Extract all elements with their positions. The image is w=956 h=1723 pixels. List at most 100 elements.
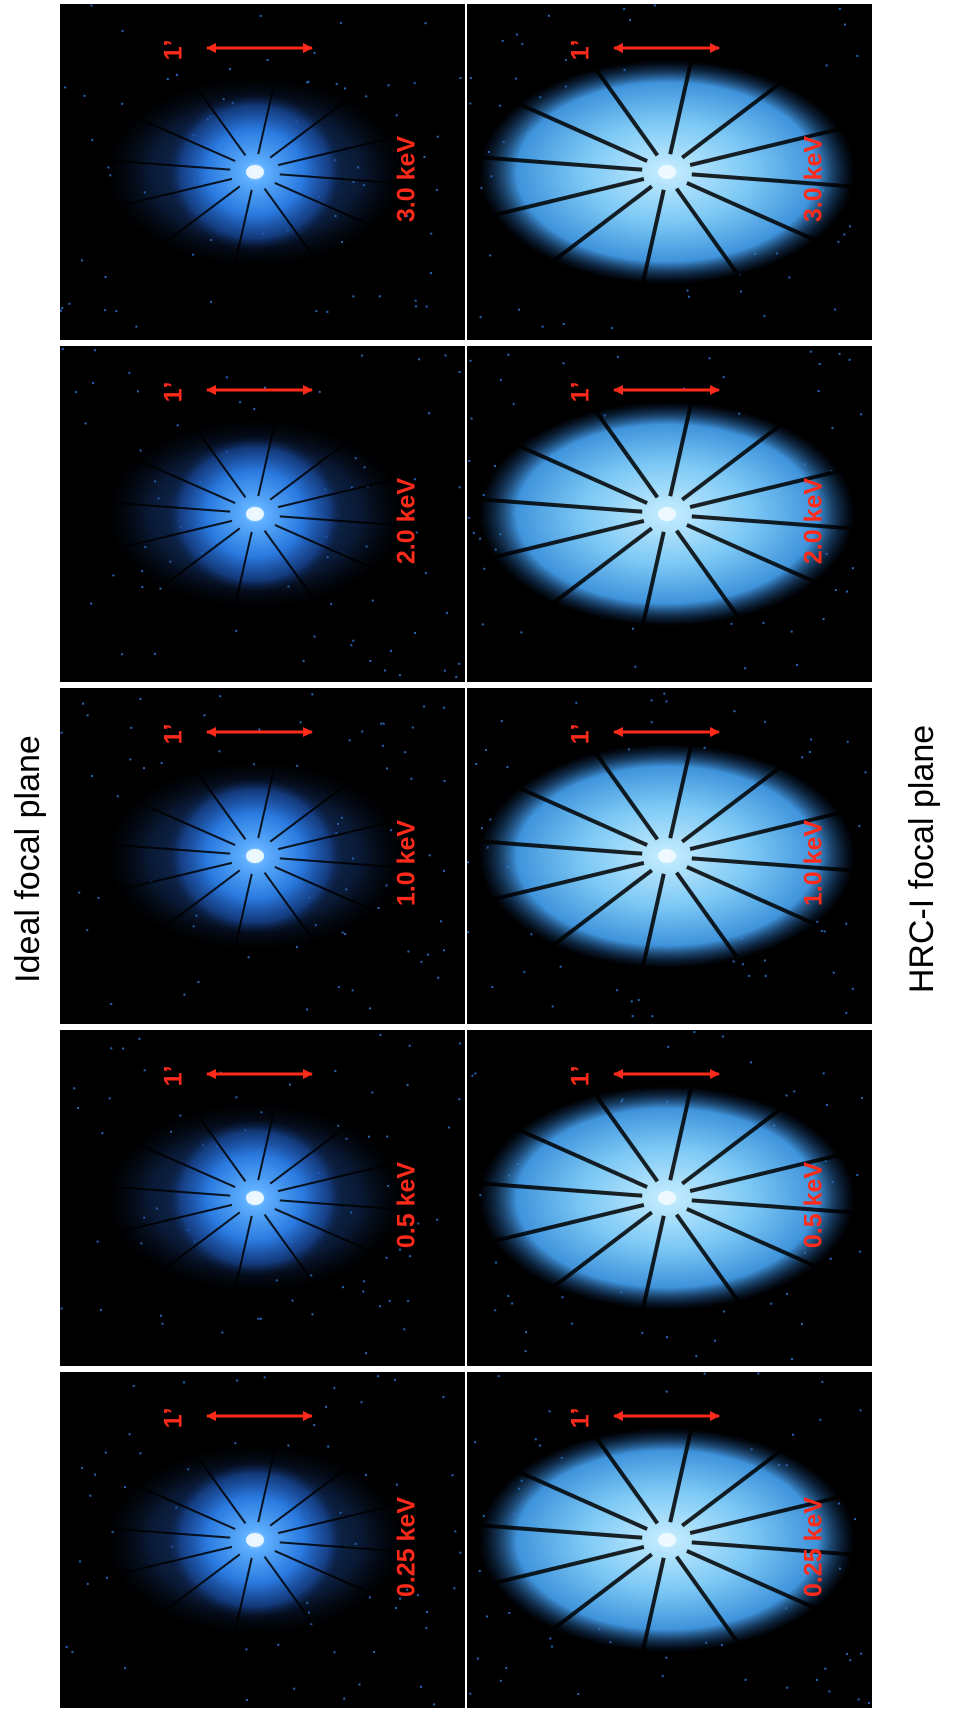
- photon: [105, 276, 107, 278]
- photon: [474, 1073, 476, 1075]
- photon: [257, 1318, 259, 1320]
- photon: [516, 34, 518, 36]
- scale-label: 1’: [160, 1066, 188, 1087]
- photon: [60, 310, 62, 312]
- photon: [693, 1031, 695, 1033]
- photon: [264, 387, 266, 389]
- psf-center: [658, 1191, 676, 1205]
- photon: [742, 963, 744, 965]
- photon: [87, 1583, 89, 1585]
- photon: [452, 1474, 454, 1476]
- panel: 1’0.5 keV: [60, 1030, 465, 1366]
- photon: [500, 1680, 502, 1682]
- photon: [396, 1484, 398, 1486]
- photon: [289, 1084, 291, 1086]
- photon: [723, 376, 725, 378]
- photon: [407, 951, 409, 953]
- photon: [61, 732, 63, 734]
- photon: [414, 632, 416, 634]
- photon: [352, 295, 354, 297]
- photon: [94, 349, 96, 351]
- photon: [849, 1659, 851, 1661]
- photon: [443, 949, 445, 951]
- photon: [849, 225, 851, 227]
- photon: [409, 1255, 411, 1257]
- photon: [135, 326, 137, 328]
- photon: [810, 351, 812, 353]
- photon: [501, 720, 503, 722]
- panel: 1’1.0 keV: [467, 688, 872, 1024]
- photon: [293, 1688, 295, 1690]
- photon: [859, 1251, 861, 1253]
- photon: [444, 670, 446, 672]
- photon: [418, 358, 420, 360]
- photon: [94, 1474, 96, 1476]
- photon: [333, 1387, 335, 1389]
- photon: [518, 309, 520, 311]
- photon: [443, 870, 445, 872]
- psf-center: [658, 165, 676, 179]
- photon: [860, 1653, 862, 1655]
- photon: [82, 703, 84, 705]
- scale-label: 1’: [160, 382, 188, 403]
- photon: [71, 1651, 73, 1653]
- photon: [394, 1379, 396, 1381]
- photon: [818, 390, 820, 392]
- photon: [446, 612, 448, 614]
- photon: [144, 1069, 146, 1071]
- photon: [469, 103, 471, 105]
- photon: [303, 660, 305, 662]
- psf-center: [658, 1533, 676, 1547]
- photon: [410, 778, 412, 780]
- photon: [365, 1352, 367, 1354]
- photon: [571, 1323, 573, 1325]
- photon: [856, 1174, 858, 1176]
- photon: [839, 8, 841, 10]
- photon: [89, 1495, 91, 1497]
- panel: 1’1.0 keV: [60, 688, 465, 1024]
- energy-label: 3.0 keV: [800, 136, 828, 223]
- photon: [826, 1104, 828, 1106]
- photon: [667, 1046, 669, 1048]
- photon: [442, 1396, 444, 1398]
- photon: [515, 78, 517, 80]
- photon: [423, 706, 425, 708]
- photon: [453, 1587, 455, 1589]
- photon: [258, 729, 260, 731]
- photon: [235, 1096, 237, 1098]
- photon: [91, 5, 93, 7]
- photon: [858, 1699, 860, 1701]
- photon: [344, 87, 346, 89]
- photon: [384, 670, 386, 672]
- photon: [477, 1658, 479, 1660]
- photon: [91, 775, 93, 777]
- photon: [791, 1358, 793, 1360]
- photon: [390, 650, 392, 652]
- photon: [386, 1257, 388, 1259]
- photon: [723, 1311, 725, 1313]
- photon: [386, 768, 388, 770]
- psf-center: [246, 849, 264, 863]
- photon: [651, 1015, 653, 1017]
- photon: [839, 353, 841, 355]
- photon: [177, 424, 179, 426]
- photon: [361, 731, 363, 733]
- photon: [471, 1075, 473, 1077]
- photon: [479, 1570, 481, 1572]
- photon: [226, 376, 228, 378]
- photon: [414, 82, 416, 84]
- photon: [429, 854, 431, 856]
- photon: [560, 966, 562, 968]
- photon: [548, 15, 550, 17]
- psf-center: [246, 507, 264, 521]
- photon: [342, 1286, 344, 1288]
- photon: [858, 825, 860, 827]
- photon: [167, 78, 169, 80]
- photon: [616, 989, 618, 991]
- photon: [796, 664, 798, 666]
- photon: [563, 362, 565, 364]
- photon: [84, 95, 86, 97]
- photon: [138, 1038, 140, 1040]
- photon: [62, 348, 64, 350]
- photon: [845, 1012, 847, 1014]
